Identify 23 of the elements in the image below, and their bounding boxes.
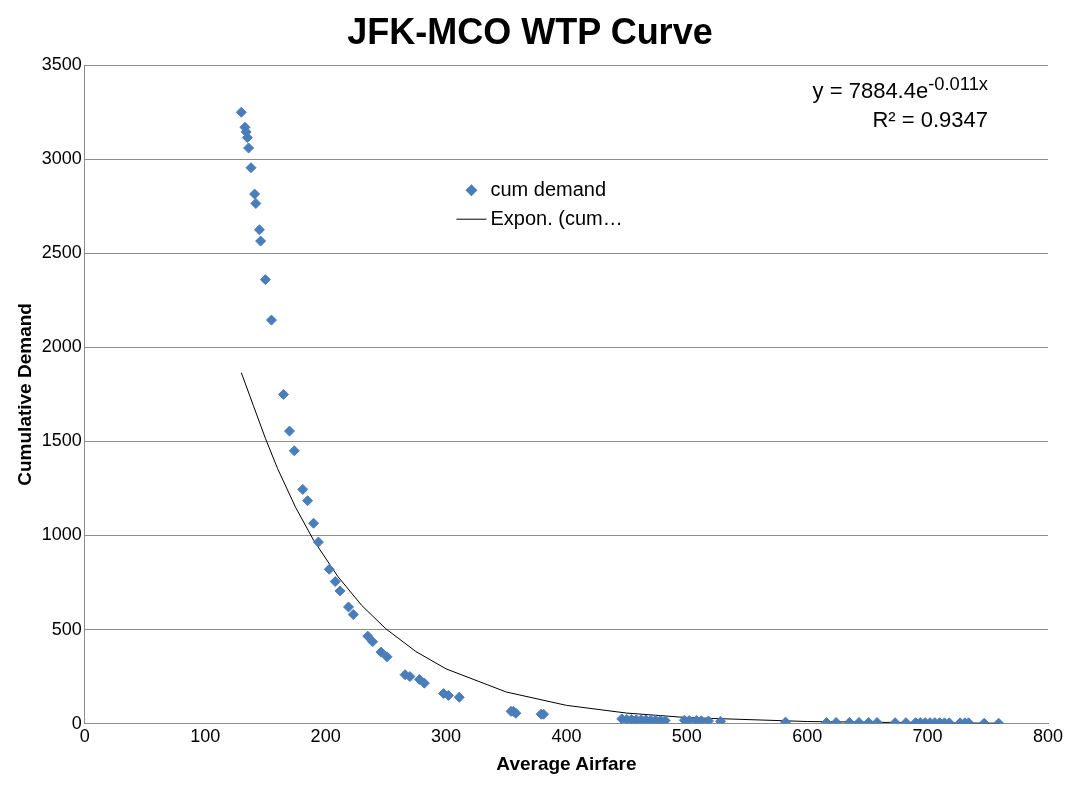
x-tick-label: 400 (551, 726, 582, 747)
annotation: y = 7884.4e$^{-0.011x}$ (812, 73, 988, 105)
y-tick-label: 3500 (41, 54, 82, 75)
y-tick-label: 500 (51, 618, 82, 639)
y-axis-title: Cumulative Demand (13, 303, 35, 486)
legend-label: cum demand (490, 177, 607, 200)
x-tick-label: 300 (431, 726, 462, 747)
x-tick-label: 100 (190, 726, 221, 747)
x-tick-label: 200 (310, 726, 341, 747)
chart-title: JFK-MCO WTP Curve (347, 10, 713, 52)
x-tick-label: 500 (671, 726, 702, 747)
y-tick-label: 1500 (41, 430, 82, 451)
y-tick-label: 0 (71, 712, 82, 733)
x-tick-label: 700 (912, 726, 943, 747)
annotation: R² = 0.9347 (872, 107, 988, 134)
x-tick-label: 800 (1032, 726, 1064, 747)
x-tick-label: 600 (792, 726, 823, 747)
y-tick-label: 2000 (41, 336, 82, 357)
y-tick-label: 1000 (41, 524, 82, 545)
y-tick-label: 2500 (41, 242, 82, 263)
x-axis-title: Average Airfare (496, 752, 637, 774)
legend-label: Expon. (cum… (490, 206, 623, 229)
y-tick-label: 3000 (41, 148, 82, 169)
